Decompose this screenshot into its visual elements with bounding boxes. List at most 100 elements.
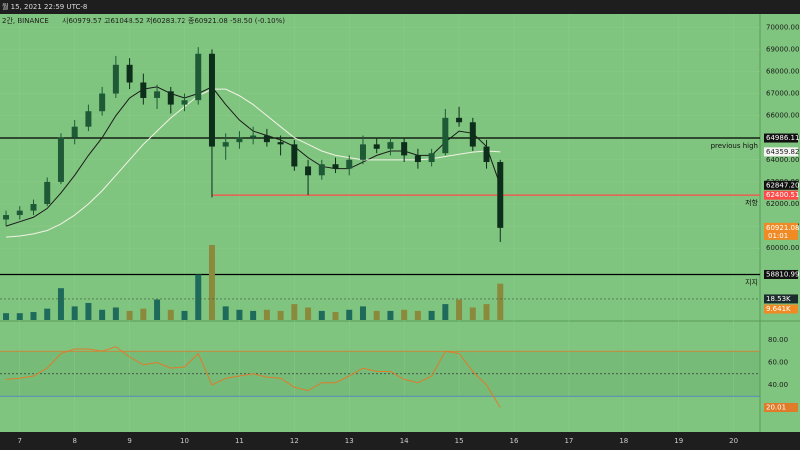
candle-body <box>442 117 449 154</box>
header-symbol: 2간, BINANCE <box>2 16 49 25</box>
rsi-line <box>5 346 501 408</box>
candle-body <box>181 100 188 105</box>
x-tick-label: 10 <box>180 437 189 445</box>
candle-body <box>112 64 119 94</box>
candle-body <box>99 93 106 112</box>
level-label: 58810.99 <box>766 270 799 278</box>
header-ohlc: 고61048.52 <box>104 17 144 25</box>
volume-bar <box>140 308 147 320</box>
volume-bar <box>428 310 435 320</box>
volume-bar <box>181 310 188 320</box>
y-tick-label: 69000.00 <box>766 45 799 53</box>
countdown: 01:01 <box>768 232 788 240</box>
candle-body <box>305 166 312 176</box>
rsi-tick-label: 80.00 <box>768 336 788 344</box>
volume-bar <box>401 309 408 320</box>
volume-bar <box>305 307 312 320</box>
rsi-tick-label: 60.00 <box>768 359 788 367</box>
level-text: previous high <box>711 142 758 150</box>
candle-body <box>71 126 78 138</box>
ma-label: 64359.82 <box>766 148 799 156</box>
volume-bar <box>456 299 463 320</box>
volume-bar <box>195 274 202 320</box>
candle-body <box>332 164 339 169</box>
volume-bar <box>497 283 504 320</box>
y-tick-label: 67000.00 <box>766 90 799 98</box>
x-tick-label: 15 <box>455 437 464 445</box>
candle-body <box>195 53 202 101</box>
candle-body <box>414 155 421 163</box>
candle-body <box>373 144 380 149</box>
candle-body <box>222 142 229 147</box>
last-price-box <box>764 222 798 240</box>
level-label: 64986.11 <box>766 134 799 142</box>
volume-bar <box>236 309 243 320</box>
candle-body <box>44 181 51 205</box>
header-ohlc: 종60921.08 <box>188 17 228 25</box>
y-tick-label: 64000.00 <box>766 156 799 164</box>
volume-label: 18.53K <box>766 295 791 303</box>
volume-label-box <box>764 294 798 304</box>
x-tick-label: 13 <box>345 437 354 445</box>
candle-body <box>401 142 408 156</box>
candle-body <box>57 137 64 182</box>
header-ohlc: -58.50 (-0.10%) <box>230 17 285 25</box>
ma-label-box <box>764 180 798 190</box>
candle-body <box>250 135 257 138</box>
rsi-tick-label: 40.00 <box>768 381 788 389</box>
volume-bar <box>208 245 215 320</box>
candle-body <box>497 162 504 228</box>
volume-bar <box>318 310 325 320</box>
x-tick-label: 7 <box>18 437 22 445</box>
volume-bar <box>154 299 161 320</box>
volume-bar <box>126 310 133 320</box>
last-price: 60921.08 <box>766 224 799 232</box>
volume-bar <box>373 310 380 320</box>
level-label-box <box>764 190 798 200</box>
x-tick-label: 14 <box>400 437 409 445</box>
volume-bar <box>332 312 339 320</box>
x-tick-label: 16 <box>510 437 519 445</box>
candle-body <box>428 153 435 163</box>
volume-label: 9.641K <box>766 305 791 313</box>
candle-body <box>456 117 463 123</box>
volume-bar <box>291 304 298 320</box>
ma-label-box <box>764 147 798 157</box>
x-tick-label: 18 <box>619 437 628 445</box>
header-date: 월 15, 2021 22:59 UTC-8 <box>2 2 87 11</box>
y-tick-label: 70000.00 <box>766 23 799 31</box>
volume-bar <box>469 307 476 320</box>
volume-bar <box>387 310 394 320</box>
x-tick-label: 17 <box>564 437 573 445</box>
candle-body <box>85 111 92 127</box>
volume-bar <box>250 310 257 320</box>
x-tick-label: 19 <box>674 437 683 445</box>
volume-bar <box>44 308 51 320</box>
volume-bar <box>30 312 37 320</box>
candle-body <box>154 91 161 98</box>
level-text: 저항 <box>745 198 758 207</box>
candle-body <box>3 215 10 220</box>
level-label-box <box>764 269 798 279</box>
candle-body <box>346 159 353 169</box>
x-tick-label: 8 <box>72 437 76 445</box>
level-label-box <box>764 133 798 143</box>
level-label: 62400.51 <box>766 191 799 199</box>
candle-body <box>277 142 284 145</box>
volume-bar <box>3 313 10 320</box>
volume-bar <box>99 309 106 320</box>
candle-body <box>140 82 147 98</box>
volume-bar <box>483 304 490 320</box>
candle-body <box>16 210 23 216</box>
candle-body <box>263 135 270 143</box>
candle-body <box>291 144 298 167</box>
candle-body <box>126 64 133 83</box>
y-tick-label: 60000.00 <box>766 244 799 252</box>
volume-bar <box>263 309 270 320</box>
y-tick-label: 62000.00 <box>766 200 799 208</box>
candle-body <box>387 142 394 149</box>
date-axis <box>0 432 800 450</box>
volume-bar <box>112 307 119 320</box>
candle-body <box>236 137 243 143</box>
